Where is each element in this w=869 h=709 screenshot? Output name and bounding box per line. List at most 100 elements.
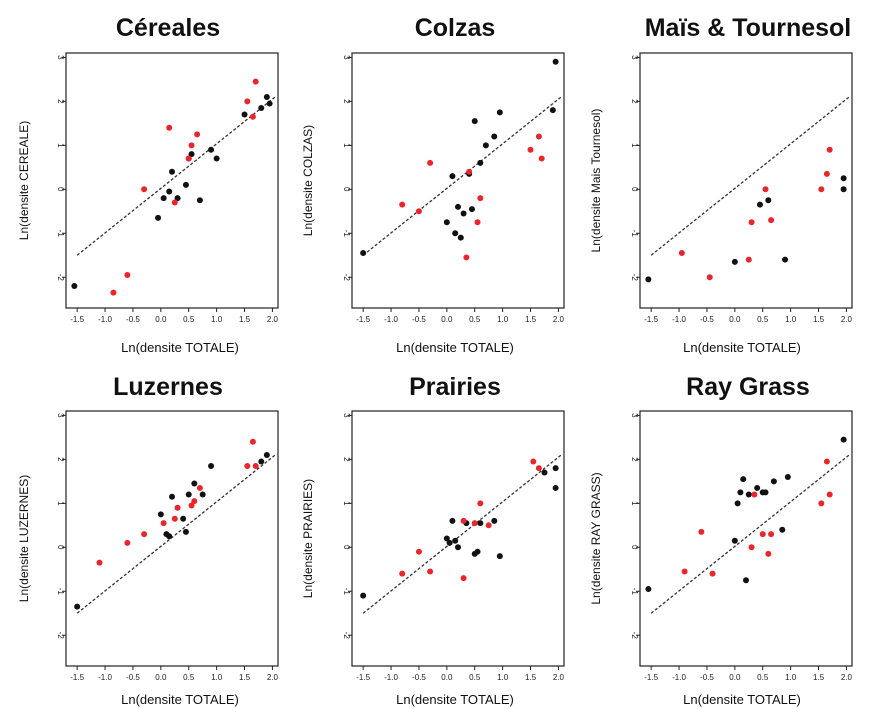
red-point	[249, 113, 256, 120]
x-tick-label: 2.0	[267, 673, 279, 682]
red-point	[818, 186, 825, 193]
black-point	[263, 451, 270, 458]
x-tick-label: 2.0	[553, 673, 565, 682]
y-tick-label: -2	[342, 274, 351, 282]
black-point	[731, 537, 738, 544]
black-point	[840, 436, 847, 443]
black-point	[743, 577, 749, 584]
x-tick-label: 1.0	[785, 673, 797, 682]
red-point	[399, 570, 406, 577]
y-tick-label: 0	[342, 545, 351, 550]
red-point	[748, 219, 755, 226]
panel-6: Ray Grass -1.5 -1.0 -0.5 0.0 0.5 1.0 1.5 2.0 -2 -1…	[589, 373, 853, 707]
black-point	[166, 533, 173, 540]
x-tick-label: -0.5	[412, 673, 426, 682]
red-point	[244, 98, 251, 105]
black-point	[71, 283, 78, 290]
x-tick-label: 1.5	[239, 315, 251, 324]
red-point	[678, 250, 685, 257]
black-point	[756, 201, 763, 208]
fit-line	[362, 454, 562, 614]
x-tick-label: -1.0	[98, 315, 112, 324]
panel-2: Colzas -1.5 -1.0 -0.5 0.0 0.5 1.0 1.5 2.0 -2 -1 0 1 2…	[301, 14, 565, 355]
black-point	[360, 592, 367, 599]
red-point	[399, 201, 406, 208]
black-point	[443, 219, 450, 226]
black-point	[731, 258, 738, 265]
red-point	[415, 208, 422, 215]
y-tick-label: -2	[56, 632, 65, 640]
black-point	[455, 544, 461, 551]
black-point	[734, 500, 741, 507]
y-tick-label: 1	[342, 501, 351, 506]
x-tick-label: 1.0	[211, 315, 223, 324]
x-tick-label: 1.0	[497, 673, 509, 682]
y-tick-label: -2	[342, 632, 351, 640]
x-tick-label: 0.5	[183, 315, 195, 324]
black-point	[468, 206, 475, 213]
black-point	[645, 586, 652, 593]
x-tick-label: 1.5	[239, 673, 251, 682]
black-point	[471, 118, 478, 125]
panel-title: Céreales	[116, 14, 220, 42]
red-point	[244, 462, 251, 469]
red-point	[191, 498, 198, 505]
x-tick-label: 0.5	[469, 673, 481, 682]
black-point	[645, 276, 652, 283]
y-tick-label: 0	[56, 545, 65, 550]
black-point	[455, 203, 461, 210]
black-point	[482, 142, 489, 149]
red-point	[427, 159, 434, 166]
red-point	[252, 78, 259, 85]
panel-title: Maïs & Tournesol	[645, 14, 852, 42]
x-tick-label: -0.5	[412, 315, 426, 324]
x-tick-label: -0.5	[700, 315, 714, 324]
black-point	[474, 548, 481, 555]
black-point	[541, 469, 548, 476]
y-tick-label: -2	[630, 274, 639, 282]
black-point	[491, 133, 498, 140]
red-point	[160, 520, 167, 527]
black-point	[770, 478, 777, 485]
black-point	[360, 250, 367, 257]
red-point	[166, 124, 173, 131]
red-point	[765, 550, 772, 557]
y-tick-label: 2	[342, 457, 351, 462]
red-point	[460, 517, 467, 524]
black-point	[188, 151, 195, 158]
black-point	[180, 515, 187, 522]
plot-frame	[639, 52, 853, 309]
y-tick-label: -2	[630, 632, 639, 640]
red-point	[415, 548, 422, 555]
panel-1: Céreales -1.5 -1.0 -0.5 0.0 0.5 1.0 1.5 2.0 -2 -1 0…	[17, 14, 279, 355]
black-point	[241, 111, 248, 118]
red-point	[826, 146, 833, 153]
red-point	[174, 504, 181, 511]
x-tick-label: 0.0	[729, 315, 741, 324]
x-axis-label: Ln(densite TOTALE)	[396, 340, 514, 355]
black-point	[552, 465, 559, 472]
red-point	[751, 491, 758, 498]
red-point	[471, 520, 478, 527]
x-tick-label: -1.5	[70, 315, 84, 324]
black-point	[460, 210, 467, 217]
y-axis-label: Ln(densite Mais Tournesol)	[589, 109, 603, 253]
black-point	[213, 155, 220, 162]
y-tick-label: 3	[56, 55, 65, 60]
black-point	[840, 186, 847, 193]
black-point	[491, 517, 498, 524]
x-tick-label: 0.0	[155, 673, 167, 682]
black-point	[199, 491, 206, 498]
black-point	[740, 476, 747, 483]
x-tick-label: 0.0	[441, 673, 453, 682]
plot-frame	[65, 52, 279, 309]
red-point	[762, 186, 769, 193]
black-point	[457, 234, 464, 241]
red-point	[745, 256, 752, 263]
black-point	[840, 175, 847, 182]
black-point	[549, 107, 556, 114]
red-point	[709, 570, 716, 577]
plot-frame	[65, 410, 279, 667]
black-point	[449, 173, 456, 180]
y-tick-label: 0	[630, 187, 639, 192]
